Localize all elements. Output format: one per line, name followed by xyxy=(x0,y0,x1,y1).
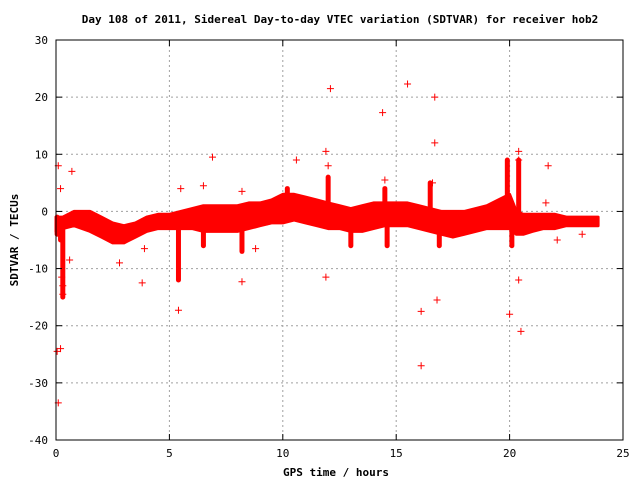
data-point xyxy=(292,156,300,164)
data-band xyxy=(54,157,600,300)
y-tick-label: -40 xyxy=(28,434,48,447)
data-point xyxy=(174,306,182,314)
y-tick-label: 10 xyxy=(35,148,48,161)
data-point xyxy=(515,147,523,155)
data-point xyxy=(238,187,246,195)
data-point xyxy=(138,279,146,287)
data-point xyxy=(578,230,586,238)
y-tick-label: 30 xyxy=(35,34,48,47)
data-point xyxy=(252,245,260,253)
data-point xyxy=(517,327,525,335)
data-point xyxy=(431,139,439,147)
y-axis-label: SDTVAR / TECUs xyxy=(8,194,21,287)
data-point xyxy=(208,153,216,161)
data-point xyxy=(58,273,66,281)
y-tick-label: 0 xyxy=(41,205,48,218)
data-point xyxy=(57,345,65,353)
x-tick-label: 25 xyxy=(616,447,629,460)
data-point xyxy=(417,362,425,370)
data-point xyxy=(324,162,332,170)
data-point xyxy=(515,276,523,284)
data-point xyxy=(59,290,67,298)
x-axis-label: GPS time / hours xyxy=(283,466,389,479)
tick-labels: 0 5 10 15 20 25 -40 -30 -20 -10 0 10 20 30 xyxy=(28,34,630,460)
data-point xyxy=(322,147,330,155)
data-point xyxy=(59,282,67,290)
data-point xyxy=(428,179,436,187)
data-point xyxy=(68,167,76,175)
x-tick-label: 0 xyxy=(53,447,60,460)
y-tick-label: -10 xyxy=(28,263,48,276)
data-point xyxy=(379,109,387,117)
grid-lines xyxy=(56,40,623,440)
data-point xyxy=(57,185,65,193)
data-points xyxy=(53,80,586,407)
data-point xyxy=(433,296,441,304)
y-tick-label: -20 xyxy=(28,320,48,333)
x-tick-label: 5 xyxy=(166,447,173,460)
data-point xyxy=(53,347,61,355)
data-point xyxy=(322,273,330,281)
x-tick-label: 20 xyxy=(503,447,516,460)
data-point xyxy=(326,85,334,93)
y-tick-label: 20 xyxy=(35,91,48,104)
data-point xyxy=(177,185,185,193)
data-point xyxy=(116,259,124,267)
data-point xyxy=(140,245,148,253)
data-point xyxy=(553,236,561,244)
data-point xyxy=(417,307,425,315)
data-point xyxy=(199,182,207,190)
axes xyxy=(55,39,624,441)
data-point xyxy=(238,278,246,286)
data-band-area xyxy=(54,192,600,245)
data-point xyxy=(542,199,550,207)
chart-title: Day 108 of 2011, Sidereal Day-to-day VTE… xyxy=(82,13,599,26)
data-point xyxy=(544,162,552,170)
y-tick-label: -30 xyxy=(28,377,48,390)
data-point xyxy=(66,256,74,264)
data-point xyxy=(506,310,514,318)
x-tick-label: 15 xyxy=(390,447,403,460)
data-point xyxy=(404,80,412,88)
data-point xyxy=(515,156,523,164)
data-point xyxy=(431,93,439,101)
plot-frame xyxy=(55,39,624,441)
data-point xyxy=(381,176,389,184)
x-tick-label: 10 xyxy=(276,447,289,460)
